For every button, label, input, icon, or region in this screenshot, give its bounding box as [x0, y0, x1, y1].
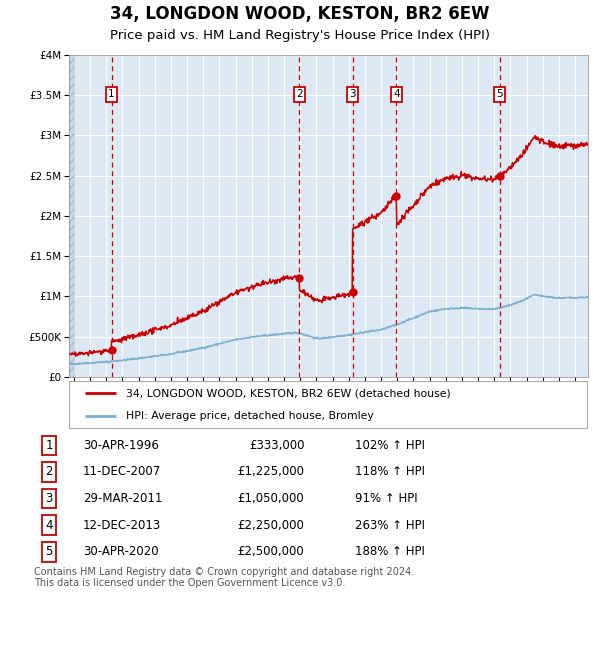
- Text: HPI: Average price, detached house, Bromley: HPI: Average price, detached house, Brom…: [126, 411, 374, 421]
- Text: 5: 5: [46, 545, 53, 558]
- Text: 34, LONGDON WOOD, KESTON, BR2 6EW (detached house): 34, LONGDON WOOD, KESTON, BR2 6EW (detac…: [126, 388, 451, 398]
- Text: 3: 3: [349, 89, 356, 99]
- Text: 91% ↑ HPI: 91% ↑ HPI: [355, 492, 418, 505]
- Text: 34, LONGDON WOOD, KESTON, BR2 6EW: 34, LONGDON WOOD, KESTON, BR2 6EW: [110, 5, 490, 23]
- Text: 188% ↑ HPI: 188% ↑ HPI: [355, 545, 425, 558]
- Text: £1,050,000: £1,050,000: [238, 492, 304, 505]
- Text: 263% ↑ HPI: 263% ↑ HPI: [355, 519, 425, 532]
- Text: 5: 5: [496, 89, 503, 99]
- Text: £2,500,000: £2,500,000: [238, 545, 304, 558]
- Text: £1,225,000: £1,225,000: [238, 465, 304, 478]
- Text: 102% ↑ HPI: 102% ↑ HPI: [355, 439, 425, 452]
- Text: 2: 2: [46, 465, 53, 478]
- Text: Price paid vs. HM Land Registry's House Price Index (HPI): Price paid vs. HM Land Registry's House …: [110, 29, 490, 42]
- Text: 118% ↑ HPI: 118% ↑ HPI: [355, 465, 425, 478]
- Text: Contains HM Land Registry data © Crown copyright and database right 2024.
This d: Contains HM Land Registry data © Crown c…: [35, 567, 415, 588]
- Text: 11-DEC-2007: 11-DEC-2007: [83, 465, 161, 478]
- Text: 30-APR-1996: 30-APR-1996: [83, 439, 159, 452]
- Text: 29-MAR-2011: 29-MAR-2011: [83, 492, 163, 505]
- Text: 4: 4: [393, 89, 400, 99]
- Text: 30-APR-2020: 30-APR-2020: [83, 545, 159, 558]
- Text: 1: 1: [46, 439, 53, 452]
- Text: £2,250,000: £2,250,000: [238, 519, 304, 532]
- Text: 4: 4: [46, 519, 53, 532]
- FancyBboxPatch shape: [69, 381, 587, 428]
- Text: 1: 1: [108, 89, 115, 99]
- Text: £333,000: £333,000: [249, 439, 304, 452]
- Text: 3: 3: [46, 492, 53, 505]
- Text: 2: 2: [296, 89, 303, 99]
- Text: 12-DEC-2013: 12-DEC-2013: [83, 519, 161, 532]
